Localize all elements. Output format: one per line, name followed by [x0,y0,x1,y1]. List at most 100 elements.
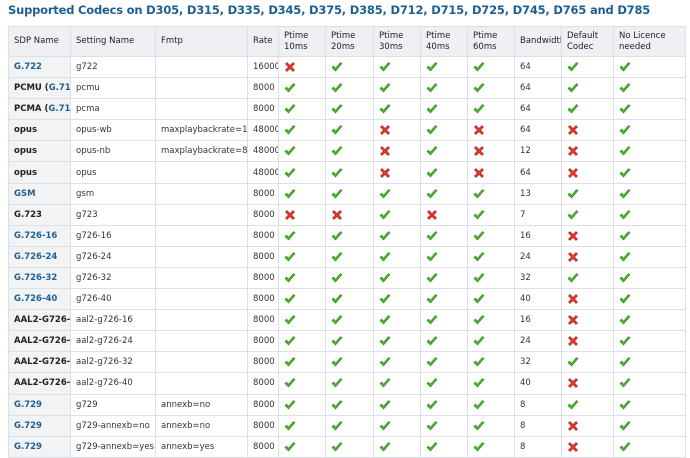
default-codec-cell [561,351,614,374]
bandwidth-cell: 8 [514,414,562,437]
setting-name-cell: opus [70,161,156,184]
bandwidth-cell: 7 [514,203,562,226]
check-icon [284,378,296,388]
default-codec-cell [561,119,614,142]
check-icon [331,315,343,325]
sdp-name-cell: AAL2-G726-32 [8,351,71,374]
setting-name-cell: aal2-g726-40 [70,372,156,395]
default-codec-cell [561,435,614,458]
bandwidth-cell: 64 [514,77,562,100]
ptime-cell [373,372,421,395]
column-header: SDP Name [8,26,71,57]
default-codec-cell [561,224,614,247]
table-row: AAL2-G726-32aal2-g726-32 8000 32 [8,351,686,374]
ptime-cell [467,414,515,437]
sdp-name-cell: G.723 [8,203,71,226]
check-icon [473,104,485,114]
ptime-cell [325,309,374,332]
fmtp-cell: annexb=no [155,393,248,416]
check-icon [284,315,296,325]
fmtp-cell: annexb=yes [155,435,248,458]
table-row: G.722 g722 16000 64 [8,55,686,79]
column-header-text: Ptime 30ms [379,30,404,52]
check-icon [331,104,343,114]
ptime-cell [373,351,421,374]
column-header-text: Setting Name [76,36,135,46]
ptime-cell [278,98,326,121]
ptime-cell [325,330,374,353]
rate-cell: 8000 [247,435,279,458]
ptime-cell [325,414,374,437]
rate-cell: 8000 [247,77,279,100]
fmtp-cell [155,98,248,121]
check-icon [284,336,296,346]
check-icon [426,83,438,93]
ptime-cell [325,351,374,374]
check-icon [331,83,343,93]
ptime-cell [420,309,468,332]
ptime-cell [467,161,515,184]
fmtp-cell [155,77,248,100]
sdp-name-cell: G.729 [8,414,71,437]
check-icon [619,146,631,156]
check-icon [619,378,631,388]
check-icon [331,294,343,304]
bandwidth-cell: 13 [514,182,562,205]
ptime-cell [373,98,421,121]
column-header-text: SDP Name [14,36,59,46]
rate-cell: 8000 [247,98,279,121]
sdp-name-cell: G.726-32 [8,266,71,290]
table-row: G.729 g729 annexb=no 8000 8 [8,393,686,416]
check-icon [426,441,438,452]
check-icon [426,294,438,304]
table-row: opus opus 48000 64 [8,161,686,184]
cross-icon [568,336,578,347]
setting-name-cell: g726-32 [70,266,156,290]
ptime-cell [420,140,468,163]
check-icon [379,251,391,262]
sdp-name-link: G.729 [14,399,42,410]
check-icon [426,399,438,409]
ptime-cell [278,77,326,100]
column-header: Setting Name [70,26,156,57]
sdp-name-text: PCMA ( [14,104,49,115]
rate-cell: 8000 [247,245,279,268]
check-icon [331,357,343,367]
bandwidth-cell: 64 [514,98,562,121]
check-icon [331,188,343,199]
ptime-cell [373,182,421,205]
column-header-text: Ptime 10ms [284,30,309,52]
check-icon [284,251,296,262]
ptime-cell [467,98,515,121]
default-codec-cell [561,288,614,311]
sdp-name-cell: G.726-40 [8,288,71,311]
table-row: PCMU (G.711)pcmu 8000 64 [8,77,686,100]
cross-icon [568,315,578,326]
ptime-cell [420,414,468,437]
fmtp-cell [155,288,248,311]
sdp-name-text: opus [14,125,38,136]
setting-name-cell: g723 [70,203,156,226]
sdp-name-link: G.711 [48,104,71,115]
check-icon [331,378,343,388]
column-header-text: Ptime 40ms [426,30,451,52]
sdp-name-link: G.726-24 [14,251,58,262]
bandwidth-cell: 8 [514,393,562,416]
bandwidth-cell: 32 [514,351,562,374]
sdp-name-cell: opus [8,119,71,142]
check-icon [619,230,631,241]
licence-cell [613,266,686,290]
cross-icon [285,62,295,72]
sdp-name-cell: opus [8,140,71,163]
setting-name-cell: aal2-g726-16 [70,309,156,332]
sdp-name-cell: G.726-24 [8,245,71,268]
check-icon [426,62,438,72]
column-header: Bandwidth [514,26,562,57]
ptime-cell [420,55,468,79]
rate-cell: 48000 [247,119,279,142]
check-icon [284,294,296,304]
column-header: Ptime 60ms [467,26,515,57]
check-icon [473,209,485,220]
ptime-cell [325,224,374,247]
column-header: Ptime 40ms [420,26,468,57]
